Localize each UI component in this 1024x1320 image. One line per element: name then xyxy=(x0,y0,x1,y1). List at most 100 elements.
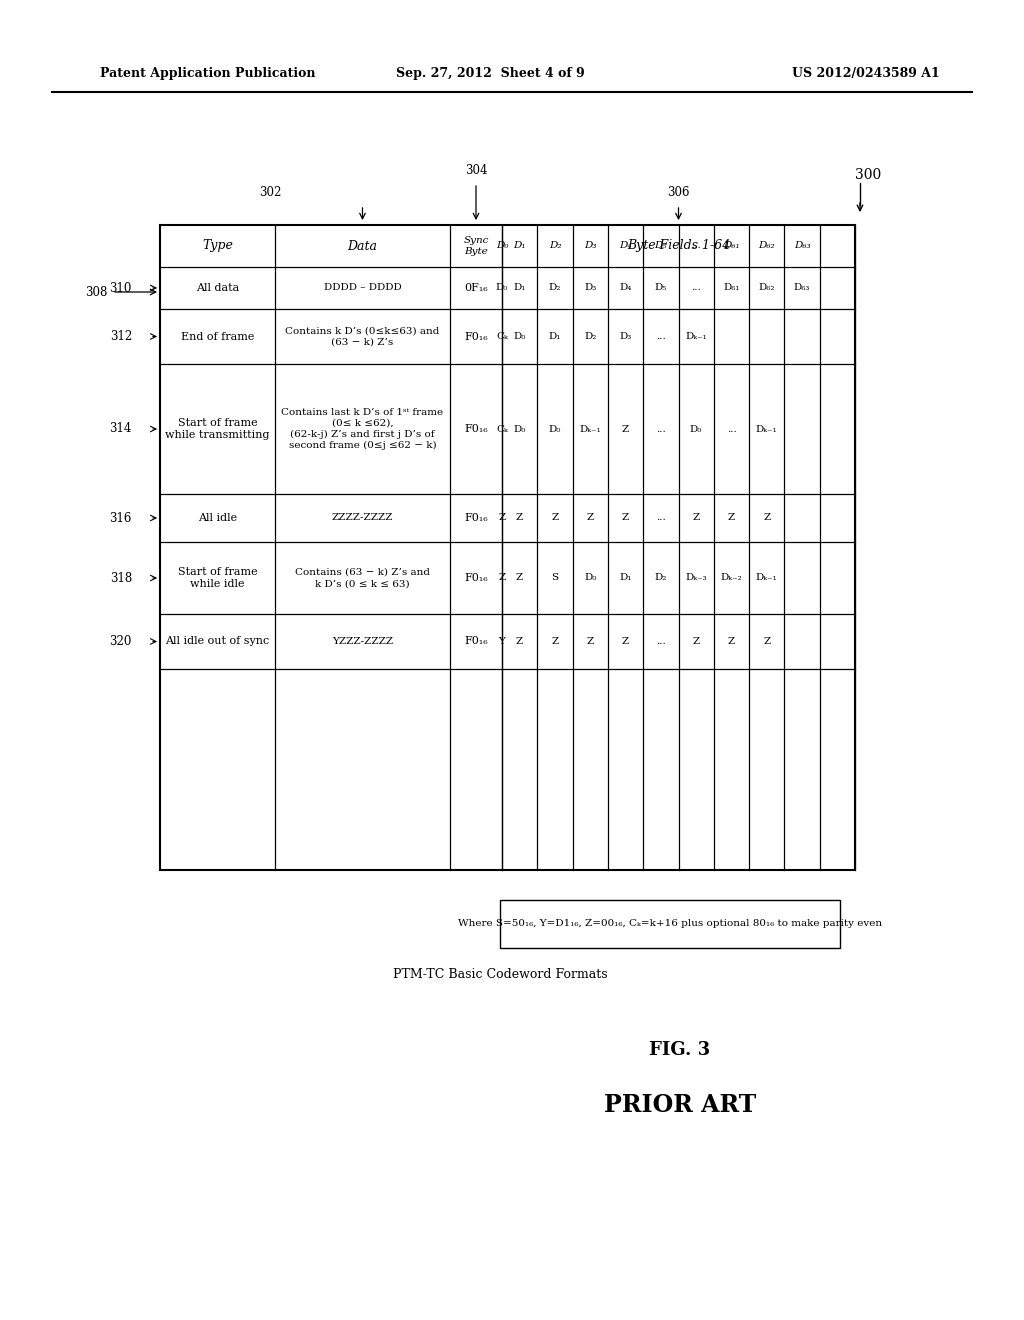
Text: D₂: D₂ xyxy=(549,242,561,251)
Text: D₁: D₁ xyxy=(513,242,526,251)
Text: D₁: D₁ xyxy=(513,284,526,293)
Text: D₄: D₄ xyxy=(620,242,632,251)
Text: D₀: D₀ xyxy=(690,425,702,433)
Text: S: S xyxy=(551,573,558,582)
Text: F0₁₆: F0₁₆ xyxy=(464,573,487,583)
Text: D₁: D₁ xyxy=(549,333,561,341)
Text: F0₁₆: F0₁₆ xyxy=(464,513,487,523)
Text: Start of frame
while idle: Start of frame while idle xyxy=(178,566,257,589)
Text: 314: 314 xyxy=(110,422,132,436)
Text: 312: 312 xyxy=(110,330,132,343)
Text: Z: Z xyxy=(622,638,629,645)
Text: Start of frame
while transmitting: Start of frame while transmitting xyxy=(165,418,269,440)
Text: D₃: D₃ xyxy=(584,242,597,251)
Text: Sync
Byte: Sync Byte xyxy=(463,236,488,256)
Text: Contains last k D’s of 1ˢᵗ frame
(0≤ k ≤62),
(62-k-j) Z’s and first j D’s of
sec: Contains last k D’s of 1ˢᵗ frame (0≤ k ≤… xyxy=(282,408,443,450)
Text: D₄: D₄ xyxy=(620,284,632,293)
Text: ...: ... xyxy=(691,242,701,251)
Text: Z: Z xyxy=(587,513,594,523)
Text: Patent Application Publication: Patent Application Publication xyxy=(100,66,315,79)
Text: Cₖ: Cₖ xyxy=(496,333,508,341)
Text: 316: 316 xyxy=(110,511,132,524)
Text: Dₖ₋₂: Dₖ₋₂ xyxy=(721,573,742,582)
Text: Dₖ₋₁: Dₖ₋₁ xyxy=(580,425,601,433)
Text: D₂: D₂ xyxy=(654,573,667,582)
Text: Cₖ: Cₖ xyxy=(496,425,508,433)
Text: FIG. 3: FIG. 3 xyxy=(649,1041,711,1059)
Text: D₀: D₀ xyxy=(584,573,596,582)
Text: Byte Fields 1-64: Byte Fields 1-64 xyxy=(627,239,730,252)
Text: Type: Type xyxy=(202,239,232,252)
Text: D₂: D₂ xyxy=(584,333,596,341)
Text: D₃: D₃ xyxy=(584,284,596,293)
Text: Dₖ₋₁: Dₖ₋₁ xyxy=(685,333,707,341)
Text: D₀: D₀ xyxy=(513,425,526,433)
Text: Z: Z xyxy=(692,513,699,523)
Text: PTM-TC Basic Codeword Formats: PTM-TC Basic Codeword Formats xyxy=(392,969,607,982)
Text: D₃: D₃ xyxy=(620,333,632,341)
Text: Y: Y xyxy=(499,638,506,645)
Text: ...: ... xyxy=(656,425,666,433)
Text: Contains (63 − k) Z’s and
k D’s (0 ≤ k ≤ 63): Contains (63 − k) Z’s and k D’s (0 ≤ k ≤… xyxy=(295,568,430,587)
Text: Z: Z xyxy=(763,638,770,645)
Text: D₆₃: D₆₃ xyxy=(794,284,810,293)
Text: D₅: D₅ xyxy=(654,242,667,251)
Text: D₆₃: D₆₃ xyxy=(794,242,810,251)
Text: Z: Z xyxy=(728,513,735,523)
Text: D₆₂: D₆₂ xyxy=(759,242,775,251)
Text: US 2012/0243589 A1: US 2012/0243589 A1 xyxy=(793,66,940,79)
Text: Z: Z xyxy=(516,573,523,582)
Text: Z: Z xyxy=(622,513,629,523)
Text: D₂: D₂ xyxy=(549,284,561,293)
Text: Z: Z xyxy=(516,513,523,523)
Text: F0₁₆: F0₁₆ xyxy=(464,331,487,342)
Text: ...: ... xyxy=(656,638,666,645)
Text: D₀: D₀ xyxy=(496,284,508,293)
Text: 320: 320 xyxy=(110,635,132,648)
Text: 306: 306 xyxy=(668,186,690,199)
Text: Dₖ₋₁: Dₖ₋₁ xyxy=(756,425,777,433)
Text: Z: Z xyxy=(551,513,558,523)
Text: F0₁₆: F0₁₆ xyxy=(464,424,487,434)
Text: D₁: D₁ xyxy=(620,573,632,582)
Text: 318: 318 xyxy=(110,572,132,585)
Text: Contains k D’s (0≤k≤63) and
(63 − k) Z’s: Contains k D’s (0≤k≤63) and (63 − k) Z’s xyxy=(286,326,439,347)
Text: DDDD – DDDD: DDDD – DDDD xyxy=(324,284,401,293)
Text: D₆₁: D₆₁ xyxy=(723,284,739,293)
Text: Z: Z xyxy=(763,513,770,523)
Text: Z: Z xyxy=(692,638,699,645)
Text: 308: 308 xyxy=(85,285,106,298)
Text: Data: Data xyxy=(347,239,378,252)
Bar xyxy=(160,224,855,870)
Text: D₀: D₀ xyxy=(513,333,526,341)
Text: Sep. 27, 2012  Sheet 4 of 9: Sep. 27, 2012 Sheet 4 of 9 xyxy=(395,66,585,79)
Text: 302: 302 xyxy=(259,186,282,199)
Text: 0F₁₆: 0F₁₆ xyxy=(464,282,487,293)
Text: D₀: D₀ xyxy=(496,242,508,251)
Text: D₆₂: D₆₂ xyxy=(759,284,775,293)
Text: Dₖ₋₃: Dₖ₋₃ xyxy=(685,573,707,582)
Text: All idle: All idle xyxy=(198,513,238,523)
Text: PRIOR ART: PRIOR ART xyxy=(604,1093,756,1117)
Text: Z: Z xyxy=(516,638,523,645)
Text: All data: All data xyxy=(196,282,240,293)
Text: Z: Z xyxy=(499,513,506,523)
Text: ...: ... xyxy=(656,513,666,523)
Text: 310: 310 xyxy=(110,281,132,294)
Text: All idle out of sync: All idle out of sync xyxy=(165,636,269,647)
Text: Z: Z xyxy=(499,573,506,582)
Text: 300: 300 xyxy=(855,168,882,182)
Text: Z: Z xyxy=(728,638,735,645)
Text: Z: Z xyxy=(622,425,629,433)
Text: Where S=50₁₆, Y=D1₁₆, Z=00₁₆, Cₖ=k+16 plus optional 80₁₆ to make parity even: Where S=50₁₆, Y=D1₁₆, Z=00₁₆, Cₖ=k+16 pl… xyxy=(458,920,882,928)
Text: ...: ... xyxy=(656,333,666,341)
Text: YZZZ-ZZZZ: YZZZ-ZZZZ xyxy=(332,638,393,645)
Text: D₅: D₅ xyxy=(654,284,667,293)
Text: Z: Z xyxy=(551,638,558,645)
Text: Z: Z xyxy=(587,638,594,645)
Text: ...: ... xyxy=(691,284,701,293)
Text: D₆₁: D₆₁ xyxy=(723,242,739,251)
Text: End of frame: End of frame xyxy=(181,331,254,342)
Text: 304: 304 xyxy=(465,164,487,177)
Text: ...: ... xyxy=(727,425,736,433)
